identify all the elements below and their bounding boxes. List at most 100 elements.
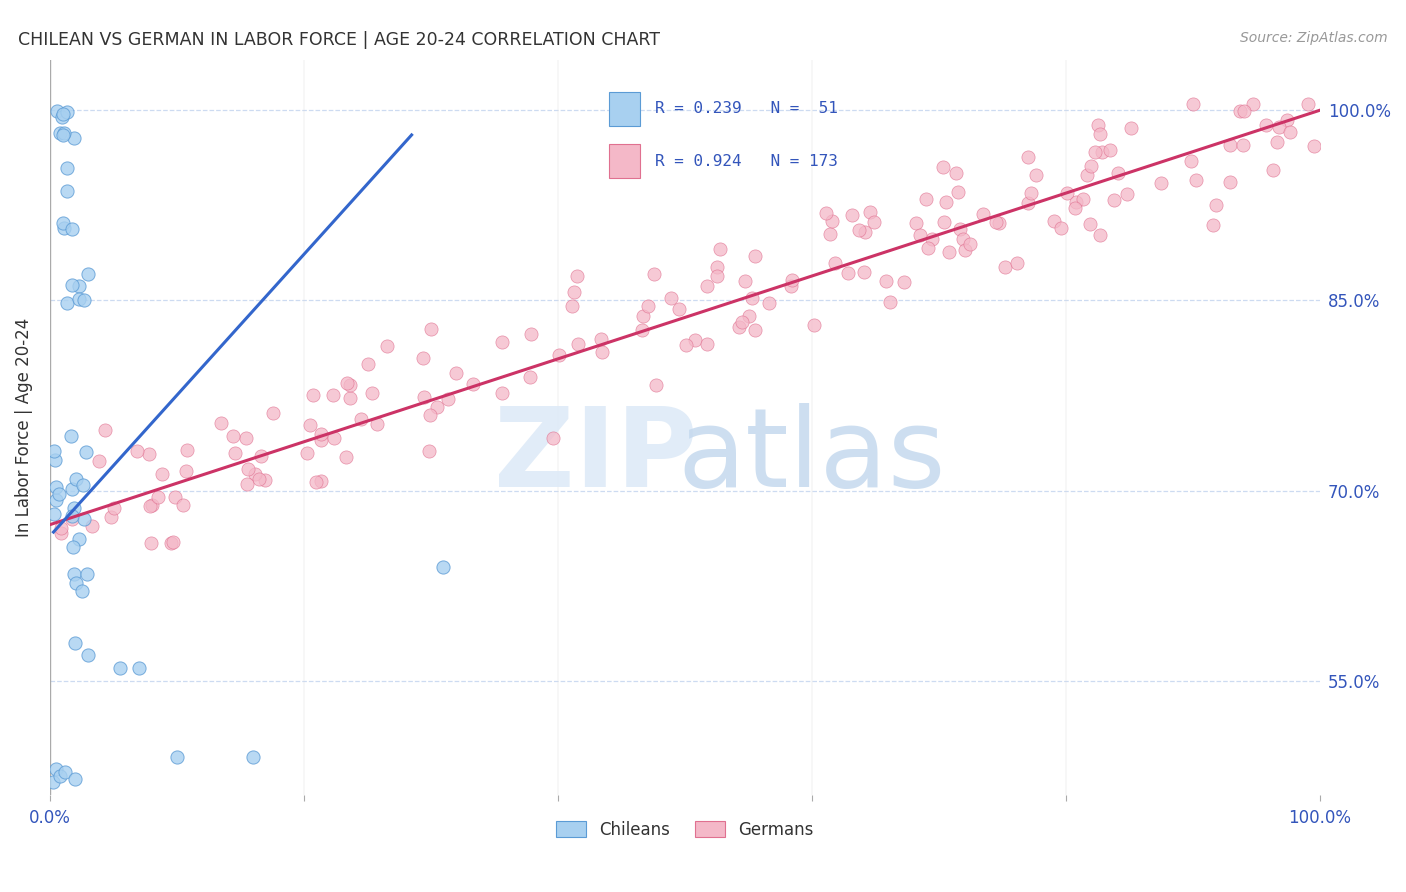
Point [852,265,875,279]
Point [1261,163,1284,178]
Point [1043,213,1066,227]
Point [309,426,332,441]
Point [75,445,97,459]
Point [249,449,271,463]
Point [932,215,955,229]
Point [432,559,454,574]
Text: atlas: atlas [678,403,946,510]
Point [128,661,150,675]
Point [44,452,66,467]
Point [426,400,449,414]
Point [1066,194,1088,209]
Point [519,370,541,384]
Point [55,185,77,199]
Point [1218,137,1240,152]
Point [65,472,87,486]
Point [862,215,884,229]
Point [48,487,70,501]
Point [935,195,957,210]
Point [253,473,276,487]
Point [69,279,91,293]
Point [461,377,484,392]
Point [972,206,994,220]
Point [60,278,83,293]
Text: CHILEAN VS GERMAN IN LABOR FORCE | AGE 20-24 CORRELATION CHART: CHILEAN VS GERMAN IN LABOR FORCE | AGE 2… [18,31,661,49]
Point [125,443,148,458]
Text: Source: ZipAtlas.com: Source: ZipAtlas.com [1240,31,1388,45]
Point [60,428,83,442]
Point [1088,128,1111,142]
Point [1265,135,1288,149]
Point [172,498,194,512]
Point [1050,221,1073,235]
Point [1087,118,1109,132]
Point [108,661,131,675]
Point [366,417,388,432]
Point [1091,145,1114,159]
Point [295,446,318,460]
Point [631,324,654,338]
Point [1017,150,1039,164]
Point [910,227,932,242]
Point [174,464,197,478]
Point [591,345,613,359]
Point [815,206,838,220]
Point [1107,166,1129,180]
Point [945,166,967,180]
Point [491,386,513,401]
Point [696,336,718,351]
Text: ZIP: ZIP [494,403,697,510]
Point [1184,172,1206,186]
Point [1084,145,1107,160]
Point [63,772,86,787]
Y-axis label: In Labor Force | Age 20-24: In Labor Force | Age 20-24 [15,318,32,537]
Point [45,480,67,494]
Point [562,285,585,299]
Point [875,274,897,288]
Point [893,275,915,289]
Point [675,338,697,352]
Point [243,467,266,481]
Point [60,482,83,496]
Point [176,442,198,457]
Point [437,392,460,406]
Point [42,507,65,521]
Point [780,273,803,287]
Point [1090,227,1112,242]
Point [322,430,344,444]
Point [848,223,870,237]
Point [163,490,186,504]
Point [138,447,160,461]
Point [62,540,84,554]
Point [519,326,541,341]
Point [336,376,359,391]
Point [728,320,751,334]
Point [1275,112,1298,127]
Point [932,160,955,174]
Point [1182,97,1205,112]
Point [56,105,79,120]
Point [1219,175,1241,189]
Point [53,764,76,779]
Point [915,192,938,206]
Point [238,462,260,476]
Point [49,127,72,141]
Point [543,431,565,445]
Point [63,131,86,145]
Point [1102,194,1125,208]
Point [987,216,1010,230]
Point [938,244,960,259]
Point [309,434,332,448]
Point [744,323,766,337]
Point [921,232,943,246]
Point [1025,168,1047,182]
Point [1021,186,1043,200]
Point [1278,125,1301,139]
Point [46,103,69,118]
Point [780,278,803,293]
Point [758,296,780,310]
Point [45,763,67,777]
Point [100,510,122,524]
Point [1116,186,1139,201]
Point [1005,255,1028,269]
